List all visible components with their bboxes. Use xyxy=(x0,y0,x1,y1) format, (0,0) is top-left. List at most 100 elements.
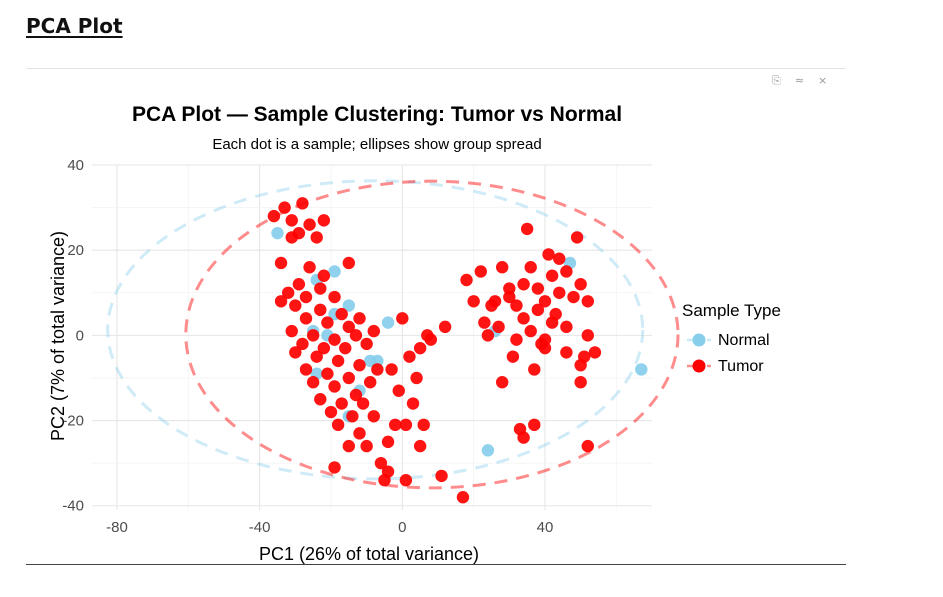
ellipse-layer xyxy=(106,179,680,490)
y-tick-label: 40 xyxy=(67,157,84,174)
point-tumor xyxy=(503,282,516,295)
point-tumor xyxy=(385,363,398,376)
y-axis-label: PC2 (7% of total variance) xyxy=(48,231,68,441)
y-tick-label: 0 xyxy=(76,327,84,344)
point-tumor xyxy=(317,341,331,355)
point-tumor xyxy=(460,273,473,287)
point-tumor xyxy=(296,337,309,351)
x-tick-label: 0 xyxy=(398,519,406,536)
point-tumor xyxy=(349,388,363,402)
point-tumor xyxy=(317,214,331,227)
point-tumor xyxy=(520,222,534,236)
point-tumor xyxy=(481,329,495,342)
point-tumor xyxy=(371,363,384,376)
point-tumor xyxy=(578,350,591,363)
point-tumor xyxy=(346,410,359,423)
point-tumor xyxy=(328,290,341,304)
point-tumor xyxy=(303,218,316,231)
point-tumor xyxy=(410,371,423,385)
point-normal xyxy=(481,444,495,457)
point-tumor xyxy=(310,350,323,363)
point-tumor xyxy=(495,261,509,274)
point-tumor xyxy=(553,252,566,265)
point-tumor xyxy=(406,397,420,410)
point-tumor xyxy=(542,248,555,261)
point-tumor xyxy=(492,320,505,334)
point-tumor xyxy=(335,397,348,410)
plot-grid xyxy=(92,164,652,510)
point-tumor xyxy=(367,324,380,338)
ellipse-tumor xyxy=(184,179,680,490)
point-tumor xyxy=(435,469,448,483)
point-tumor xyxy=(553,286,566,299)
legend-swatch-tumor xyxy=(692,359,706,373)
point-tumor xyxy=(342,256,356,270)
point-tumor xyxy=(417,418,430,432)
point-tumor xyxy=(285,324,298,338)
point-layer xyxy=(267,197,648,504)
point-tumor xyxy=(317,269,331,282)
point-tumor xyxy=(421,329,434,342)
point-tumor xyxy=(331,354,345,368)
y-tick-label: -40 xyxy=(62,498,84,515)
point-tumor xyxy=(560,265,573,278)
point-tumor xyxy=(274,256,288,270)
copy-icon[interactable]: ⎘ xyxy=(772,74,781,87)
x-tick-label: -80 xyxy=(106,519,128,536)
point-tumor xyxy=(403,350,416,363)
point-tumor xyxy=(299,312,313,325)
point-tumor xyxy=(488,295,502,308)
point-tumor xyxy=(581,439,594,453)
point-tumor xyxy=(274,295,288,308)
legend: Sample Type Normal Tumor xyxy=(682,301,781,375)
point-tumor xyxy=(364,376,377,389)
point-tumor xyxy=(328,333,341,346)
point-tumor xyxy=(478,316,491,329)
point-tumor xyxy=(474,265,487,278)
legend-label-tumor: Tumor xyxy=(718,358,764,375)
point-tumor xyxy=(292,278,306,291)
point-tumor xyxy=(381,435,395,449)
point-tumor xyxy=(574,278,587,291)
point-tumor xyxy=(535,337,548,351)
point-tumor xyxy=(281,286,295,299)
point-tumor xyxy=(306,376,320,389)
point-tumor xyxy=(570,231,584,244)
point-tumor xyxy=(531,303,545,317)
legend-swatch-normal xyxy=(692,333,706,347)
point-tumor xyxy=(342,371,356,385)
point-tumor xyxy=(581,295,594,308)
point-tumor xyxy=(321,367,334,380)
point-tumor xyxy=(506,350,520,363)
point-tumor xyxy=(560,346,573,359)
point-tumor xyxy=(517,312,530,325)
point-tumor xyxy=(528,418,541,432)
tick-layer: -80 -40 0 40 -40 -20 0 20 40 xyxy=(62,157,553,536)
output-cell-top-border xyxy=(26,68,846,69)
point-tumor xyxy=(353,312,366,325)
close-icon[interactable]: × xyxy=(818,74,828,87)
point-tumor xyxy=(285,214,298,227)
point-tumor xyxy=(517,278,530,291)
collapse-icon[interactable]: ≈ xyxy=(794,74,805,87)
point-tumor xyxy=(399,418,413,432)
point-tumor xyxy=(413,439,427,453)
point-normal xyxy=(635,363,648,376)
point-tumor xyxy=(374,456,388,470)
point-normal xyxy=(342,299,356,312)
point-tumor xyxy=(538,295,552,308)
point-tumor xyxy=(324,405,338,419)
point-tumor xyxy=(331,418,345,432)
point-tumor xyxy=(303,261,316,274)
y-tick-label: -20 xyxy=(62,413,84,430)
point-tumor xyxy=(531,282,545,295)
point-normal xyxy=(328,265,341,278)
output-cell-toolbar: ⎘ ≈ × xyxy=(772,74,827,88)
point-tumor xyxy=(314,282,327,295)
point-tumor xyxy=(549,307,562,321)
point-tumor xyxy=(567,290,580,304)
point-tumor xyxy=(456,491,470,504)
point-tumor xyxy=(524,324,537,338)
chart-subtitle: Each dot is a sample; ellipses show grou… xyxy=(212,136,541,153)
